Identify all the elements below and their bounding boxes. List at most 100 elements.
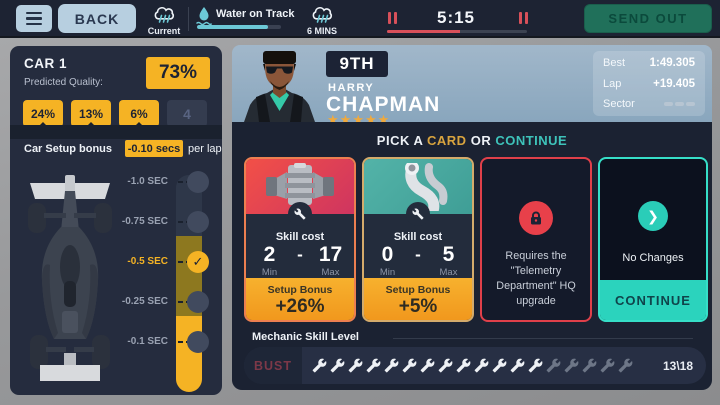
part-quality-tabs: 24% 13% 6% 4 <box>23 100 213 127</box>
wrench-icon <box>288 202 312 226</box>
skill-min: 2 <box>263 243 276 266</box>
wrench-icon <box>456 358 471 373</box>
driver-portrait <box>244 51 315 122</box>
wrench-counter: 13\18 <box>662 358 693 373</box>
setup-bonus-value: -0.10 secs <box>125 140 183 157</box>
slider-knob[interactable] <box>187 291 209 313</box>
stat-value: 1:49.305 <box>649 57 695 69</box>
pause-icon[interactable] <box>519 12 528 24</box>
skill-cost-label: Skill cost <box>393 231 443 243</box>
pick-card-heading: PICK A CARD OR CONTINUE <box>232 133 712 148</box>
rain-cloud-icon <box>154 6 175 23</box>
wrench-icon <box>546 358 561 373</box>
setup-slider-track[interactable] <box>176 175 202 392</box>
slider-stop-label: -0.25 SEC <box>121 296 168 307</box>
back-button[interactable]: BACK <box>58 4 136 33</box>
stat-row: Best 1:49.305 <box>603 57 695 69</box>
skill-cost-range: 0 - 5 <box>364 243 472 267</box>
divider <box>393 338 693 339</box>
card-bonus-value: +26% <box>275 296 325 317</box>
lock-icon <box>519 201 553 235</box>
no-changes-card[interactable]: ❯ No Changes CONTINUE <box>598 157 708 322</box>
heading-pick: PICK A <box>376 133 423 148</box>
slider-knob-selected[interactable]: ✓ <box>187 251 209 273</box>
car-panel: CAR 1 Predicted Quality: 73% 24% 13% 6% 4 C… <box>10 46 222 395</box>
card-bonus-label: Setup Bonus <box>385 284 451 296</box>
star-icon: ★ <box>377 112 391 122</box>
star-icon: ★ <box>364 112 378 122</box>
wrench-icon <box>528 358 543 373</box>
slider-stop-label: -0.5 SEC <box>127 256 168 267</box>
overall-quality-badge: 73% <box>146 57 210 89</box>
slider-knob[interactable] <box>187 331 209 353</box>
slider-knob[interactable] <box>187 211 209 233</box>
setup-card-exhaust[interactable]: Skill cost 0 - 5 Min Max Setup Bonus +5% <box>362 157 474 322</box>
wrench-icon <box>438 358 453 373</box>
water-progress-fill <box>197 25 269 29</box>
stat-value: +19.405 <box>653 77 695 90</box>
heading-or: OR <box>470 133 492 148</box>
driver-first-name: HARRY <box>328 82 375 94</box>
wrench-icon <box>402 358 417 373</box>
wrench-icon <box>510 358 525 373</box>
water-on-track-bar <box>197 25 281 29</box>
heading-card: CARD <box>427 133 467 148</box>
setup-bonus-label: Car Setup bonus <box>24 143 113 155</box>
locked-card: Requires the "Telemetry Department" HQ u… <box>480 157 592 322</box>
part-quality-tab[interactable]: 4 <box>167 100 207 127</box>
mechanic-skill-label: Mechanic Skill Level <box>252 331 359 343</box>
menu-button[interactable] <box>16 5 52 32</box>
star-icon: ★ <box>339 112 353 122</box>
divider <box>188 7 189 31</box>
continue-button[interactable]: CONTINUE <box>600 280 706 320</box>
locked-message: Requires the "Telemetry Department" HQ u… <box>496 250 576 308</box>
wrench-icon <box>582 358 597 373</box>
part-quality-tab[interactable]: 24% <box>23 100 63 127</box>
mechanic-skill-bar: BUST 13\18 <box>244 347 706 384</box>
setup-bonus-footer: Setup Bonus +5% <box>364 278 472 320</box>
wrench-icon <box>366 358 381 373</box>
send-out-button[interactable]: SEND OUT <box>584 4 712 33</box>
range-separator: - <box>415 245 421 264</box>
setup-bonus-footer: Setup Bonus +26% <box>246 278 354 320</box>
max-label: Max <box>321 267 340 278</box>
wrench-icon <box>618 358 633 373</box>
wrench-icon <box>564 358 579 373</box>
pause-icon[interactable] <box>388 12 397 24</box>
slider-tick <box>178 341 191 343</box>
skill-min: 0 <box>381 243 394 266</box>
min-max-labels: Min Max <box>246 267 354 278</box>
slider-tick <box>178 261 191 263</box>
slider-knob[interactable] <box>187 171 209 193</box>
predicted-quality-label: Predicted Quality: <box>24 77 103 88</box>
car-title: CAR 1 <box>24 56 68 71</box>
slider-tick <box>178 181 191 183</box>
skill-max: 17 <box>318 243 343 266</box>
part-quality-tab[interactable]: 13% <box>71 100 111 127</box>
setup-card-engine[interactable]: Skill cost 2 - 17 Min Max Setup Bonus +2… <box>244 157 356 322</box>
forecast-weather: 6 MINS <box>297 3 347 36</box>
wrench-icon <box>312 358 327 373</box>
wrench-icon <box>492 358 507 373</box>
current-weather: Current <box>139 3 189 36</box>
chevron-right-icon: ❯ <box>638 201 668 231</box>
wrench-icon <box>406 202 430 226</box>
skill-max: 5 <box>442 243 455 266</box>
stat-row: Sector <box>603 98 695 110</box>
wrench-icon <box>348 358 363 373</box>
star-icon: ★ <box>327 112 340 122</box>
driver-header: 9TH HARRY CHAPMAN ★★★★★ Best 1:49.305 Lap +… <box>232 45 712 122</box>
wrench-icon <box>384 358 399 373</box>
wrench-icon <box>600 358 615 373</box>
skill-cost-range: 2 - 17 <box>246 243 354 267</box>
min-label: Min <box>379 267 396 278</box>
driver-stats: Best 1:49.305 Lap +19.405 Sector <box>593 51 705 116</box>
star-rating: ★★★★★ <box>327 113 390 122</box>
heading-continue: CONTINUE <box>495 133 568 148</box>
stat-label: Sector <box>603 98 635 110</box>
slider-tick <box>178 221 191 223</box>
engine-image <box>246 159 354 214</box>
part-quality-tab[interactable]: 6% <box>119 100 159 127</box>
setup-bonus-suffix: per lap <box>188 143 222 155</box>
timer-progress-bar <box>387 30 527 33</box>
